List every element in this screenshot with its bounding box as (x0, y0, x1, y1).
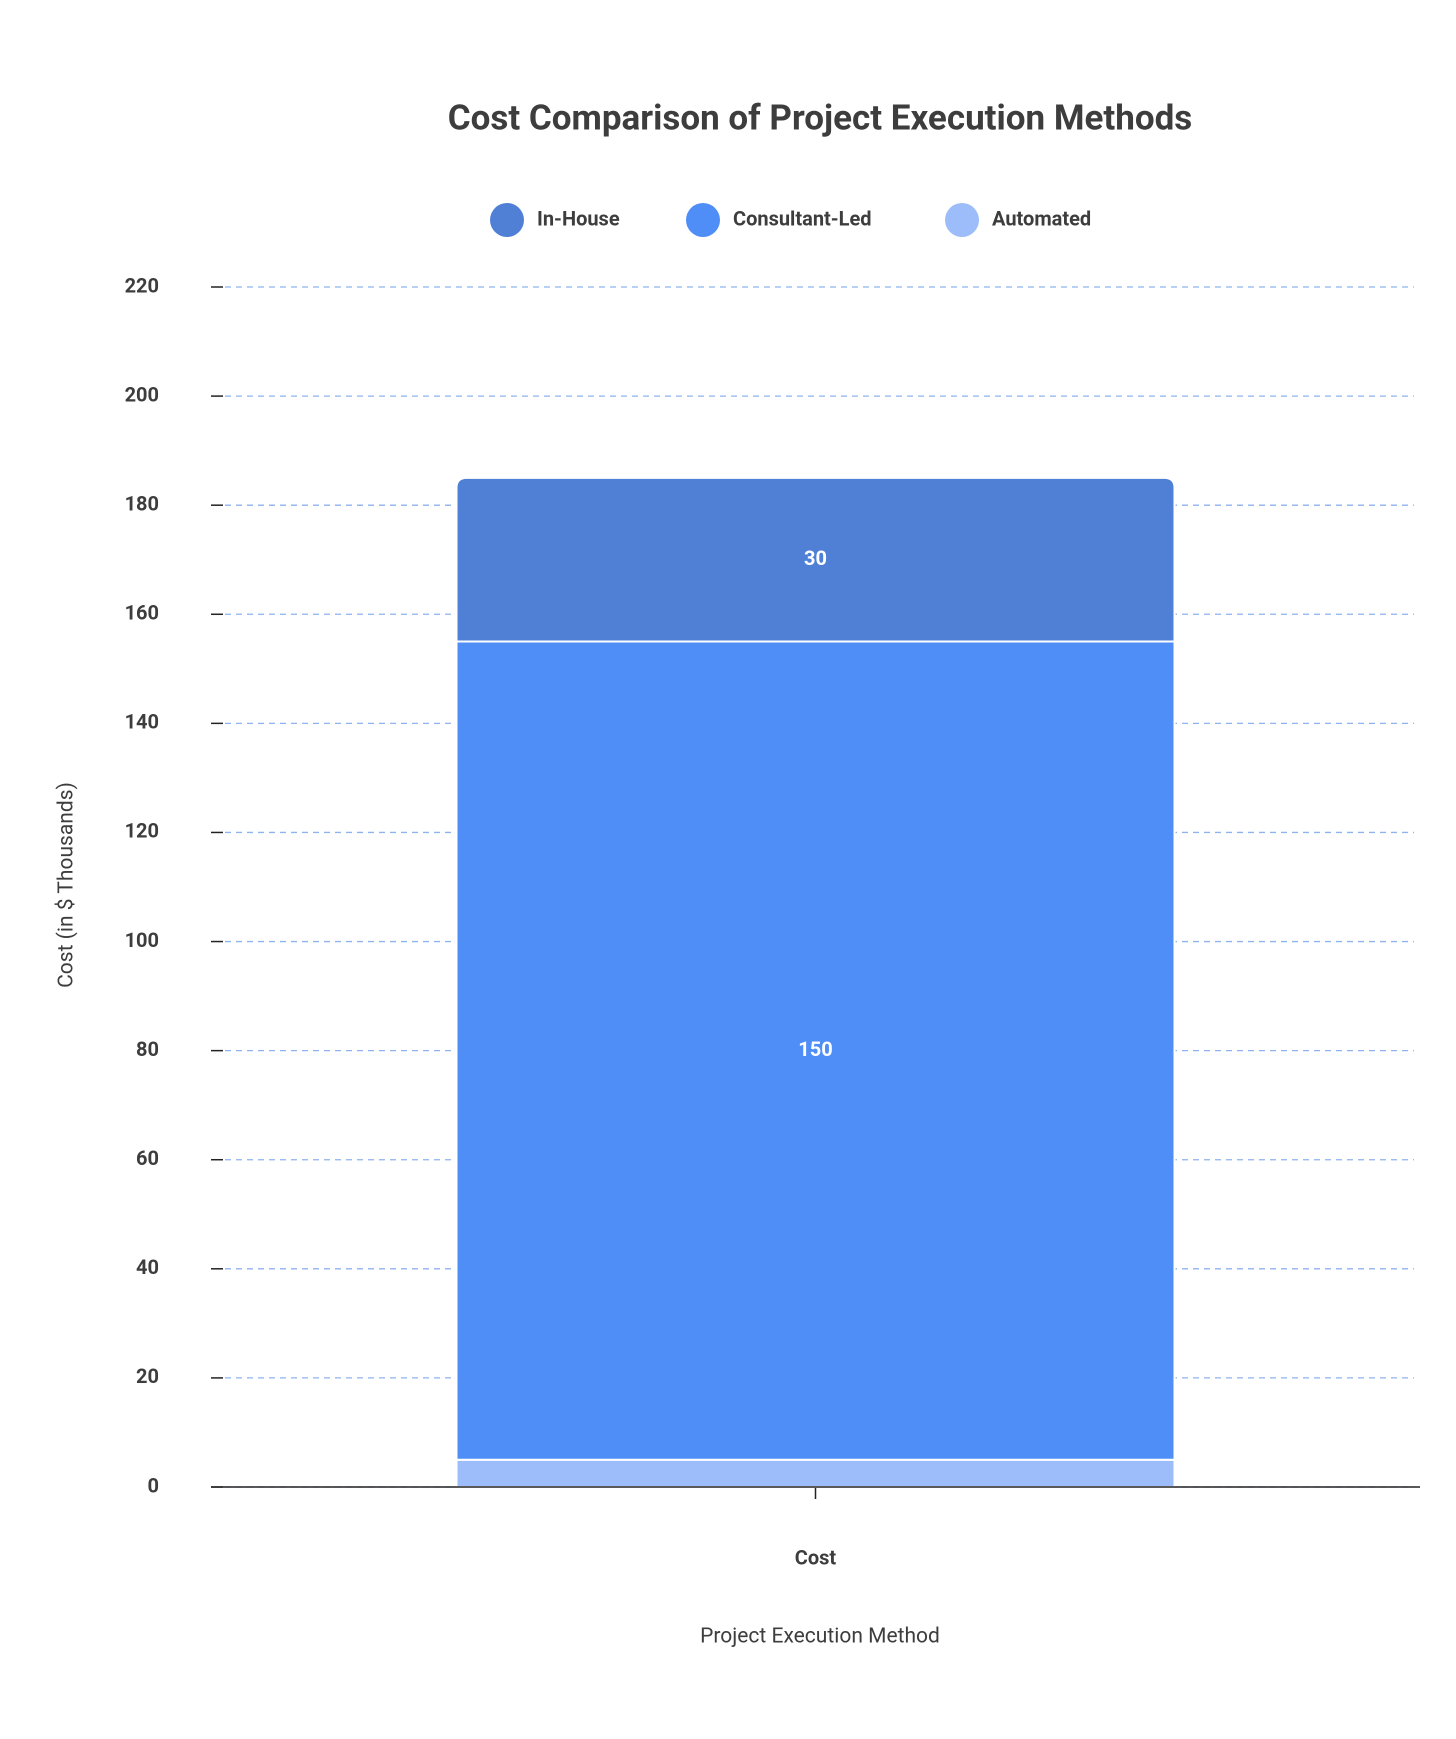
y-tick-label: 140 (125, 710, 159, 734)
y-tick-label: 180 (125, 491, 159, 515)
legend-label: In-House (537, 206, 620, 230)
chart-title: Cost Comparison of Project Execution Met… (448, 97, 1193, 138)
bar-segment (455, 1458, 1176, 1488)
y-tick-label: 20 (136, 1364, 159, 1388)
y-tick-label: 120 (125, 819, 159, 843)
x-axis-title: Project Execution Method (700, 1625, 940, 1649)
y-tick-label: 200 (125, 382, 159, 406)
legend-label: Consultant-Led (733, 206, 872, 230)
legend-swatch (490, 203, 524, 237)
data-label: 30 (804, 546, 827, 570)
bar-segment (455, 476, 1176, 643)
y-tick-label: 220 (125, 273, 159, 297)
y-tick-label: 80 (136, 1037, 159, 1061)
y-tick-label: 60 (136, 1146, 159, 1170)
x-tick-label: Cost (795, 1545, 837, 1569)
legend-label: Automated (992, 206, 1091, 230)
y-tick-label: 160 (125, 601, 159, 625)
y-tick-label: 40 (136, 1255, 159, 1279)
y-tick-label: 0 (148, 1473, 159, 1497)
y-axis-title: Cost (in $ Thousands) (55, 782, 79, 988)
y-tick-label: 100 (125, 928, 159, 952)
legend-swatch (686, 203, 720, 237)
legend-swatch (945, 203, 979, 237)
data-label: 150 (798, 1037, 832, 1061)
